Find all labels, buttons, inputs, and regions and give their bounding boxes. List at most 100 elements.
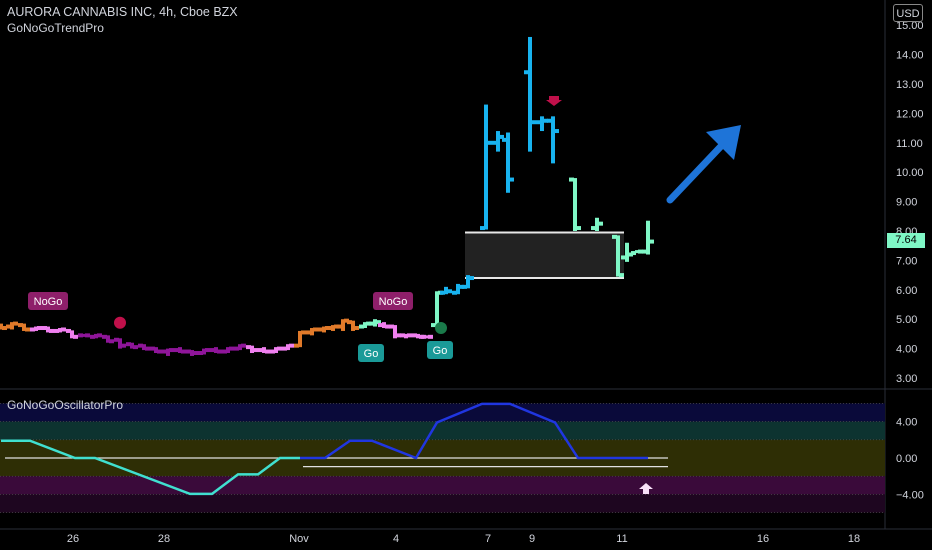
ohlc-bar xyxy=(306,327,318,336)
ohlc-body xyxy=(351,320,355,331)
ohlc-close xyxy=(554,129,559,134)
go-label-bg xyxy=(427,341,453,359)
ohlc-bar xyxy=(431,290,443,328)
time-tick: 16 xyxy=(757,533,769,545)
ohlc-body xyxy=(506,132,510,193)
ohlc-open xyxy=(524,70,529,75)
ohlc-body xyxy=(22,323,26,331)
ohlc-open xyxy=(612,234,617,239)
ohlc-bar xyxy=(198,348,210,356)
ohlc-bar xyxy=(378,322,390,329)
ohlc-body xyxy=(382,322,386,329)
ohlc-bar xyxy=(492,131,504,152)
ohlc-body xyxy=(466,275,470,289)
buy-signal-arrow xyxy=(639,483,653,494)
indicator-title: GoNoGoTrendPro xyxy=(7,21,104,35)
oscillator-pane xyxy=(0,402,885,513)
oscillator-band xyxy=(0,421,885,440)
ohlc-bar xyxy=(359,321,371,329)
ohlc-close xyxy=(649,239,654,244)
ohlc-close xyxy=(459,284,464,289)
ohlc-close xyxy=(229,346,234,351)
ohlc-open xyxy=(327,326,332,331)
oscillator-band xyxy=(0,476,885,495)
ohlc-body xyxy=(58,328,62,333)
ohlc-open xyxy=(210,348,215,353)
ohlc-close xyxy=(301,330,306,335)
ohlc-bar xyxy=(337,318,349,331)
ohlc-bar xyxy=(536,116,548,132)
ohlc-body xyxy=(573,178,577,231)
price-pane xyxy=(0,0,932,530)
trend-arrow-icon xyxy=(666,125,741,204)
ohlc-close xyxy=(543,118,548,123)
oscillator-line-cyan xyxy=(1,439,300,496)
nogo-label-bg xyxy=(28,292,68,310)
nogo-label: NoGo xyxy=(34,296,63,308)
time-tick: 11 xyxy=(616,533,627,545)
price-axis: 15.0014.0013.0012.0011.0010.009.008.007.… xyxy=(896,20,924,385)
ohlc-open xyxy=(78,333,83,338)
price-tick: 10.00 xyxy=(896,167,924,179)
ohlc-bar xyxy=(462,275,474,289)
price-tick: 6.00 xyxy=(896,285,917,297)
ohlc-close xyxy=(344,318,349,323)
oscillator-tick: 4.00 xyxy=(896,417,917,429)
ohlc-open xyxy=(412,333,417,338)
ohlc-body xyxy=(444,286,448,295)
ohlc-open xyxy=(186,349,191,354)
ohlc-open xyxy=(42,326,47,331)
ohlc-body xyxy=(635,250,639,254)
ohlc-body xyxy=(166,348,170,356)
oscillator-tick: −4.00 xyxy=(896,489,924,501)
nogo-label: NoGo xyxy=(379,296,408,308)
ohlc-open xyxy=(270,349,275,354)
ohlc-open xyxy=(440,290,445,295)
ohlc-open xyxy=(6,324,11,329)
ohlc-open xyxy=(431,323,436,328)
ohlc-close xyxy=(25,327,30,332)
ohlc-bar xyxy=(270,346,282,354)
ohlc-close xyxy=(509,177,514,182)
ohlc-body xyxy=(625,242,629,262)
oscillator-tick: 0.00 xyxy=(896,453,917,465)
ohlc-body xyxy=(34,326,38,331)
ohlc-close xyxy=(265,349,270,354)
ohlc-open xyxy=(174,348,179,353)
ohlc-close xyxy=(109,339,114,344)
ohlc-body xyxy=(551,116,555,164)
ohlc-bar xyxy=(258,347,270,354)
ohlc-close xyxy=(85,333,90,338)
ohlc-body xyxy=(262,347,266,354)
ohlc-body xyxy=(595,217,599,231)
ohlc-bar xyxy=(347,320,359,331)
ohlc-body xyxy=(46,326,50,333)
time-tick: 26 xyxy=(67,533,79,545)
ohlc-bar xyxy=(642,220,654,255)
overlays: NoGo NoGo Go Go xyxy=(28,96,741,494)
ohlc-bar xyxy=(54,327,66,333)
currency-button[interactable]: USD xyxy=(893,4,923,22)
ohlc-close xyxy=(469,276,474,281)
ohlc-body xyxy=(178,347,182,354)
ohlc-close xyxy=(133,345,138,350)
ohlc-close xyxy=(628,252,633,257)
ohlc-close xyxy=(447,289,452,294)
ohlc-open xyxy=(54,328,59,333)
oscillator-title: GoNoGoOscillatorPro xyxy=(7,398,124,412)
ohlc-close xyxy=(638,249,643,254)
time-tick: 18 xyxy=(848,533,860,545)
ohlc-bar xyxy=(440,286,452,295)
ohlc-open xyxy=(359,324,364,329)
ohlc-bar xyxy=(114,337,126,349)
countertrend-arrow xyxy=(546,96,562,106)
ohlc-body xyxy=(274,347,278,354)
ohlc-close xyxy=(205,348,210,353)
ohlc-close xyxy=(61,327,66,332)
ohlc-body xyxy=(286,344,290,351)
ohlc-bar xyxy=(6,321,18,330)
nogo-label-bg xyxy=(373,292,413,310)
ohlc-open xyxy=(318,327,323,332)
trend-arrow-head xyxy=(706,125,741,160)
